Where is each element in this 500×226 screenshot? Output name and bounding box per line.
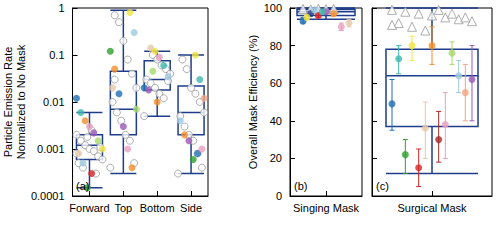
svg-text:60: 60: [270, 77, 282, 89]
svg-text:Normalized to No Mask: Normalized to No Mask: [15, 44, 27, 159]
svg-text:0.1: 0.1: [49, 49, 64, 61]
svg-text:Singing Mask: Singing Mask: [293, 202, 360, 214]
svg-text:Forward: Forward: [69, 202, 109, 214]
svg-text:0.01: 0.01: [43, 96, 64, 108]
svg-text:Side: Side: [180, 202, 202, 214]
svg-text:0.001: 0.001: [37, 143, 65, 155]
svg-text:Top: Top: [114, 202, 132, 214]
svg-text:100: 100: [264, 2, 282, 14]
svg-text:20: 20: [270, 152, 282, 164]
svg-text:(c): (c): [376, 180, 389, 192]
svg-text:80: 80: [270, 40, 282, 52]
svg-text:Bottom: Bottom: [140, 202, 175, 214]
svg-text:Particle Emission Rate: Particle Emission Rate: [2, 47, 14, 158]
svg-text:Surgical Mask: Surgical Mask: [397, 202, 467, 214]
svg-text:(b): (b): [294, 180, 307, 192]
svg-text:(a): (a): [76, 180, 89, 192]
svg-text:0: 0: [276, 190, 282, 202]
svg-text:Overall Mask Efficiency (%): Overall Mask Efficiency (%): [247, 35, 259, 169]
svg-text:0.0001: 0.0001: [31, 190, 65, 202]
svg-text:40: 40: [270, 115, 282, 127]
svg-text:1: 1: [58, 2, 64, 14]
